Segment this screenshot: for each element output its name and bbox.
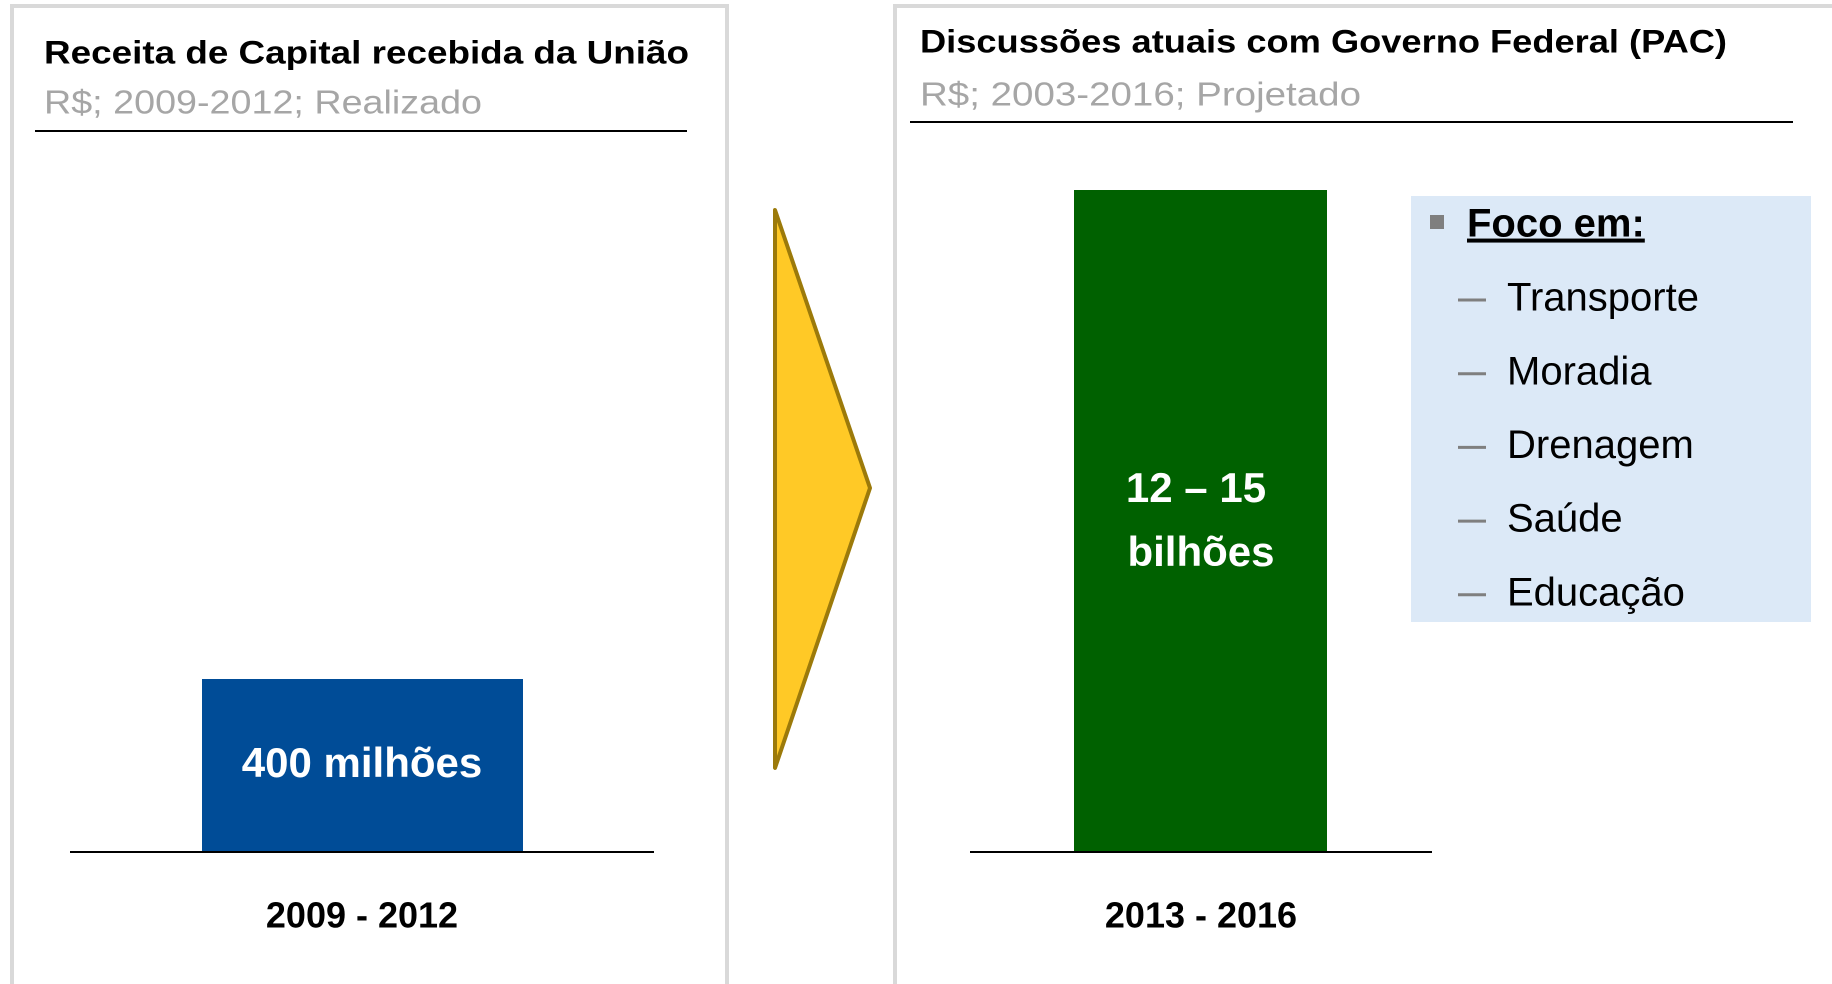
right-bar — [1074, 190, 1327, 851]
left-panel — [10, 4, 729, 984]
focus-title: Foco em: — [1467, 202, 1645, 246]
arrow — [773, 208, 872, 770]
left-bar — [202, 679, 523, 851]
right-bar-label: 12 – 15 — [1126, 464, 1266, 511]
left-period: 2009 - 2012 — [266, 895, 458, 936]
right-bar-label: bilhões — [1127, 528, 1274, 575]
right-subtitle: R$; 2003-2016; Projetado — [920, 76, 1361, 113]
left-bar-label: 400 milhões — [242, 739, 482, 786]
focus-item: Drenagem — [1507, 423, 1694, 467]
left-title: Receita de Capital recebida da União — [44, 34, 689, 70]
focus-items: Transporte Moradia Drenagem Saúde Educação — [1458, 276, 1699, 614]
right-period: 2013 - 2016 — [1105, 895, 1297, 936]
focus-item: Transporte — [1507, 276, 1699, 320]
focus-item: Moradia — [1507, 349, 1652, 393]
right-panel — [893, 4, 1832, 984]
focus-box — [1411, 196, 1811, 622]
right-title: Discussões atuais com Governo Federal (P… — [920, 23, 1727, 59]
bullet — [1430, 215, 1444, 229]
focus-item: Educação — [1507, 570, 1685, 614]
left-subtitle: R$; 2009-2012; Realizado — [44, 84, 482, 121]
focus-item: Saúde — [1507, 497, 1623, 541]
